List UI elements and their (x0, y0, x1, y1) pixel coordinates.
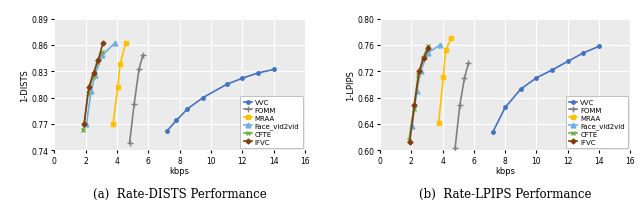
Face_vid2vid (83, 123, 90, 125)
VVC (238, 78, 246, 80)
X-axis label: kbps: kbps (495, 166, 515, 175)
CFTE (84, 92, 92, 95)
VVC (548, 69, 556, 72)
VVC (173, 119, 180, 122)
Face_vid2vid (436, 44, 444, 47)
CFTE (93, 62, 101, 64)
Face_vid2vid (424, 52, 431, 55)
MRAA (440, 76, 447, 78)
IFVC (80, 123, 88, 125)
CFTE (79, 129, 87, 132)
VVC (223, 84, 230, 86)
Line: VVC: VVC (491, 45, 601, 135)
Line: IFVC: IFVC (83, 42, 105, 126)
CFTE (419, 58, 427, 60)
Line: VVC: VVC (165, 68, 275, 133)
Line: Face_vid2vid: Face_vid2vid (84, 42, 117, 127)
Line: FOMM: FOMM (126, 53, 147, 147)
FOMM (135, 69, 143, 71)
CFTE (89, 77, 97, 79)
CFTE (99, 52, 106, 54)
Line: CFTE: CFTE (81, 50, 104, 133)
Y-axis label: 1-DISTS: 1-DISTS (20, 69, 29, 101)
MRAA (122, 43, 129, 45)
VVC (199, 97, 207, 99)
MRAA (116, 64, 124, 66)
VVC (580, 52, 588, 55)
FOMM (461, 77, 468, 80)
IFVC (406, 141, 413, 144)
Face_vid2vid (87, 90, 95, 92)
VVC (564, 61, 572, 63)
Face_vid2vid (92, 74, 99, 77)
IFVC (425, 48, 433, 50)
Face_vid2vid (408, 126, 416, 128)
Legend: VVC, FOMM, MRAA, Face_vid2vid, CFTE, IFVC: VVC, FOMM, MRAA, Face_vid2vid, CFTE, IFV… (240, 96, 303, 148)
VVC (501, 107, 509, 109)
MRAA (109, 123, 117, 125)
VVC (532, 77, 540, 80)
MRAA (447, 38, 455, 40)
Line: Face_vid2vid: Face_vid2vid (410, 43, 443, 129)
MRAA (114, 86, 122, 89)
Face_vid2vid (111, 43, 118, 45)
MRAA (435, 122, 442, 124)
FOMM (465, 63, 472, 65)
FOMM (139, 55, 147, 57)
Face_vid2vid (99, 55, 106, 57)
VVC (184, 108, 191, 111)
IFVC (411, 105, 419, 107)
MRAA (442, 50, 449, 52)
Line: MRAA: MRAA (436, 37, 454, 125)
Line: CFTE: CFTE (406, 45, 430, 143)
FOMM (456, 105, 463, 107)
Text: (a)  Rate-DISTS Performance: (a) Rate-DISTS Performance (93, 187, 266, 200)
FOMM (125, 142, 133, 145)
IFVC (85, 86, 93, 89)
X-axis label: kbps: kbps (170, 166, 189, 175)
Legend: VVC, FOMM, MRAA, Face_vid2vid, CFTE, IFVC: VVC, FOMM, MRAA, Face_vid2vid, CFTE, IFV… (566, 96, 628, 148)
IFVC (99, 43, 107, 45)
CFTE (405, 139, 413, 142)
IFVC (94, 59, 102, 62)
IFVC (415, 71, 423, 73)
CFTE (415, 74, 422, 76)
CFTE (410, 108, 417, 110)
VVC (489, 131, 497, 134)
VVC (163, 130, 171, 132)
Y-axis label: 1-LPIPS: 1-LPIPS (346, 70, 355, 100)
CFTE (424, 46, 431, 48)
Line: IFVC: IFVC (408, 47, 430, 144)
VVC (269, 69, 277, 71)
VVC (517, 88, 525, 91)
IFVC (420, 58, 428, 60)
Face_vid2vid (417, 71, 424, 73)
VVC (595, 46, 603, 48)
VVC (254, 72, 262, 75)
FOMM (451, 147, 459, 150)
Face_vid2vid (413, 90, 420, 93)
FOMM (131, 103, 138, 105)
Text: (b)  Rate-LPIPS Performance: (b) Rate-LPIPS Performance (419, 187, 591, 200)
Line: MRAA: MRAA (111, 42, 128, 127)
Line: FOMM: FOMM (452, 61, 472, 152)
IFVC (90, 72, 97, 75)
